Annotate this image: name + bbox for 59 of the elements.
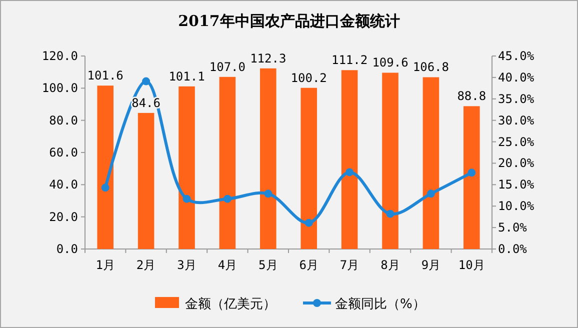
y2-tick-label: 25.0%: [498, 134, 535, 149]
bar: [464, 106, 480, 249]
bar: [260, 68, 276, 249]
x-tick-label: 1月: [96, 258, 115, 272]
bar: [138, 112, 154, 249]
y2-tick-label: 35.0%: [498, 92, 535, 106]
point: [142, 77, 150, 86]
bar: [382, 72, 398, 249]
bar: [219, 76, 236, 249]
text: 101.6: [87, 68, 124, 83]
y-tick-label: 60.0: [49, 146, 78, 160]
y2-tick-label: 5.0%: [498, 220, 528, 235]
point: [264, 190, 272, 198]
point: [346, 168, 354, 176]
y-tick-label: 100.0: [42, 81, 78, 96]
x-tick-label: 4月: [218, 258, 238, 272]
y2-tick-label: 15.0%: [498, 178, 535, 192]
y2-tick-label: 20.0%: [498, 156, 535, 170]
x-tick-label: 3月: [177, 258, 196, 272]
point: [426, 190, 435, 198]
y-tick-label: 120.0: [42, 49, 78, 63]
y2-tick-label: 0.0%: [498, 242, 528, 256]
y-tick-label: 80.0: [49, 113, 78, 128]
x-tick-label: 6月: [299, 258, 318, 272]
text: 109.6: [372, 56, 408, 70]
bar: [97, 86, 114, 249]
y2-tick-label: 10.0%: [498, 199, 535, 214]
legend-label: 金额（亿美元）: [185, 296, 276, 312]
bar: [300, 88, 317, 249]
x-tick-label: 2月: [136, 258, 156, 272]
point: [386, 210, 394, 218]
legend-label: 金额同比（%）: [335, 297, 426, 312]
x-tick-label: 10月: [458, 258, 485, 272]
y2-tick-label: 40.0%: [498, 70, 535, 84]
x-tick-label: 7月: [340, 258, 360, 272]
text: 112.3: [250, 51, 286, 66]
text: 107.0: [209, 60, 246, 74]
x-tick-label: 9月: [421, 258, 441, 272]
bar: [178, 86, 195, 249]
point: [304, 218, 313, 227]
chart-title: 2017年中国农产品进口金额统计: [178, 12, 400, 30]
y-tick-label: 40.0: [49, 178, 78, 192]
y2-tick-label: 45.0%: [498, 49, 535, 63]
bar: [422, 77, 440, 249]
text: 101.1: [168, 69, 205, 84]
point: [101, 184, 110, 192]
y-tick-label: 20.0: [49, 210, 78, 224]
text: 111.2: [331, 53, 368, 68]
point: [223, 194, 232, 203]
point: [182, 194, 191, 203]
x-tick-label: 5月: [258, 258, 278, 272]
y2-tick-label: 30.0%: [498, 113, 535, 128]
text: 100.2: [290, 70, 327, 85]
y-tick-label: 0.0: [56, 242, 78, 256]
text: 88.8: [457, 89, 486, 104]
point: [468, 168, 476, 177]
bar: [341, 70, 358, 249]
text: 106.8: [412, 60, 450, 74]
x-tick-label: 8月: [380, 258, 400, 272]
